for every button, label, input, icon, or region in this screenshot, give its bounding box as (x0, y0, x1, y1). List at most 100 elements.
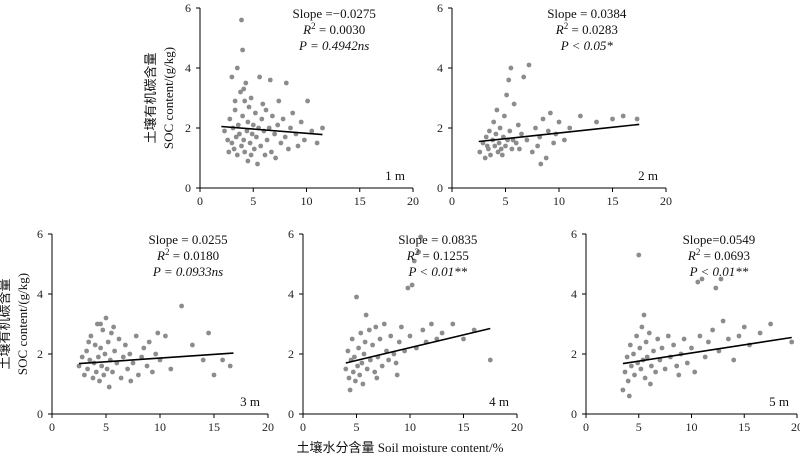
data-point (642, 375, 648, 381)
data-point (92, 342, 98, 348)
data-point (684, 360, 690, 366)
data-point (562, 137, 567, 143)
data-point (249, 131, 255, 137)
y-tick-label: 0 (37, 407, 43, 421)
y-tick-label: 2 (288, 347, 294, 361)
data-point (545, 128, 551, 134)
data-point (239, 143, 244, 149)
data-point (671, 342, 676, 348)
p-value-label: P < 0.01** (689, 264, 749, 279)
data-point (104, 366, 110, 372)
data-point (136, 372, 141, 378)
slope-label: Slope=0.0549 (683, 232, 756, 247)
data-point (225, 137, 231, 143)
data-point (99, 363, 105, 369)
data-point (349, 336, 355, 342)
data-point (206, 330, 212, 336)
y-tick-label: 2 (437, 121, 443, 135)
x-tick-label: 0 (197, 194, 203, 208)
data-point (393, 360, 399, 366)
data-point (82, 372, 87, 378)
data-point (506, 77, 512, 83)
data-point (110, 369, 115, 375)
data-point (491, 119, 497, 125)
data-point (556, 119, 562, 125)
data-point (246, 104, 252, 110)
data-point (355, 363, 360, 369)
data-point (255, 161, 260, 167)
data-point (626, 393, 632, 399)
data-point (521, 74, 527, 80)
x-tick-label: 0 (49, 420, 55, 434)
data-point (163, 333, 168, 339)
x-tick-label: 10 (686, 420, 698, 434)
data-point (517, 146, 522, 152)
data-point (504, 92, 509, 98)
data-point (736, 333, 742, 339)
data-point (662, 366, 668, 372)
data-point (643, 339, 649, 345)
data-point (450, 321, 456, 327)
data-point (251, 146, 257, 152)
data-point (638, 366, 644, 372)
data-point (111, 324, 116, 330)
data-point (100, 327, 106, 333)
data-point (211, 372, 217, 378)
x-tick-label: 15 (354, 194, 366, 208)
data-point (116, 336, 122, 342)
data-point (231, 146, 237, 152)
x-tick-label: 0 (449, 194, 455, 208)
data-point (497, 125, 503, 131)
y-tick-label: 2 (571, 347, 577, 361)
data-point (242, 98, 248, 104)
data-point (93, 369, 99, 375)
data-point (229, 74, 235, 80)
data-point (125, 366, 130, 372)
data-point (508, 65, 514, 71)
data-point (641, 312, 647, 318)
data-point (394, 372, 400, 378)
data-point (133, 333, 139, 339)
data-point (267, 77, 273, 83)
x-tick-label: 0 (583, 420, 589, 434)
depth-label: 3 m (240, 394, 260, 409)
data-point (409, 282, 415, 288)
slope-label: Slope = 0.0384 (547, 6, 627, 21)
data-point (646, 330, 652, 336)
data-point (248, 95, 254, 101)
data-point (702, 354, 708, 360)
data-point (232, 107, 238, 113)
data-point (624, 354, 630, 360)
trend-line (78, 352, 234, 365)
data-point (625, 378, 631, 384)
y-tick-label: 0 (185, 181, 191, 195)
data-point (515, 122, 521, 128)
x-tick-label: 15 (607, 194, 619, 208)
x-tick-label: 20 (511, 420, 523, 434)
y-tick-label: 6 (185, 1, 191, 15)
data-point (407, 333, 413, 339)
data-point (263, 107, 269, 113)
data-point (87, 357, 93, 363)
data-point (240, 113, 246, 119)
y-tick-label: 6 (437, 1, 443, 15)
data-point (540, 116, 546, 122)
y-tick-label: 6 (288, 227, 294, 241)
y-tick-label: 4 (185, 61, 191, 75)
data-point (295, 143, 301, 149)
data-point (720, 318, 726, 324)
y-tick-label: 6 (37, 227, 43, 241)
data-point (695, 279, 701, 285)
data-point (502, 113, 507, 119)
data-point (399, 324, 404, 330)
data-point (347, 387, 353, 393)
x-tick-label: 5 (503, 194, 509, 208)
data-point (227, 363, 233, 369)
data-point (245, 119, 251, 125)
y-axis-label-cn-top: 土壤有机碳含量 (143, 52, 158, 143)
data-point (264, 137, 270, 143)
data-point (139, 354, 145, 360)
data-point (241, 86, 247, 92)
data-point (258, 143, 264, 149)
